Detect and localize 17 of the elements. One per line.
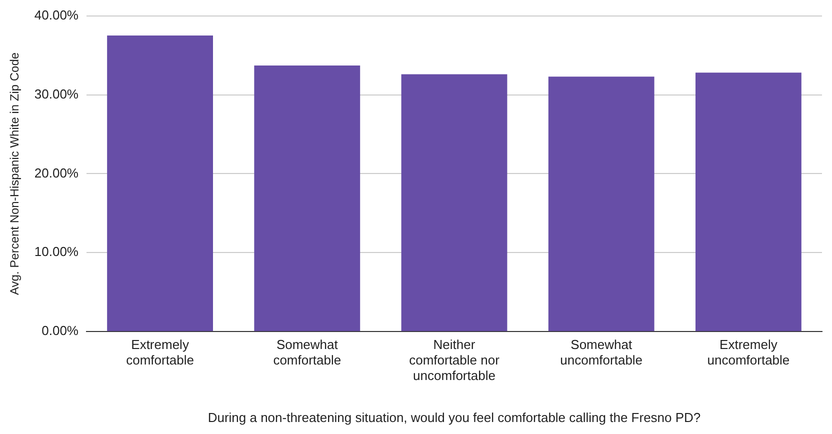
x-tick-label: Neither comfortable nor uncomfortable [409, 336, 500, 384]
x-tick-label: Extremely uncomfortable [707, 336, 790, 368]
y-axis-title: Avg. Percent Non-Hispanic White in Zip Code [8, 52, 22, 295]
bar [695, 72, 802, 332]
x-axis-title: During a non-threatening situation, would you feel comfortable calling the Fresno PD? [208, 410, 701, 425]
y-tick-label: 30.00% [34, 86, 79, 102]
x-tick-label: Extremely comfortable [126, 336, 194, 368]
y-tick-label: 10.00% [34, 244, 79, 260]
x-tick-label: Somewhat comfortable [273, 336, 342, 368]
x-tick-label: Somewhat uncomfortable [560, 336, 643, 368]
bar [401, 74, 508, 332]
y-tick-label: 0.00% [42, 323, 79, 338]
y-tick-label: 20.00% [34, 165, 79, 180]
bar [548, 76, 654, 332]
y-tick-label: 40.00% [34, 7, 79, 22]
bar [254, 66, 360, 332]
bar [107, 36, 213, 332]
